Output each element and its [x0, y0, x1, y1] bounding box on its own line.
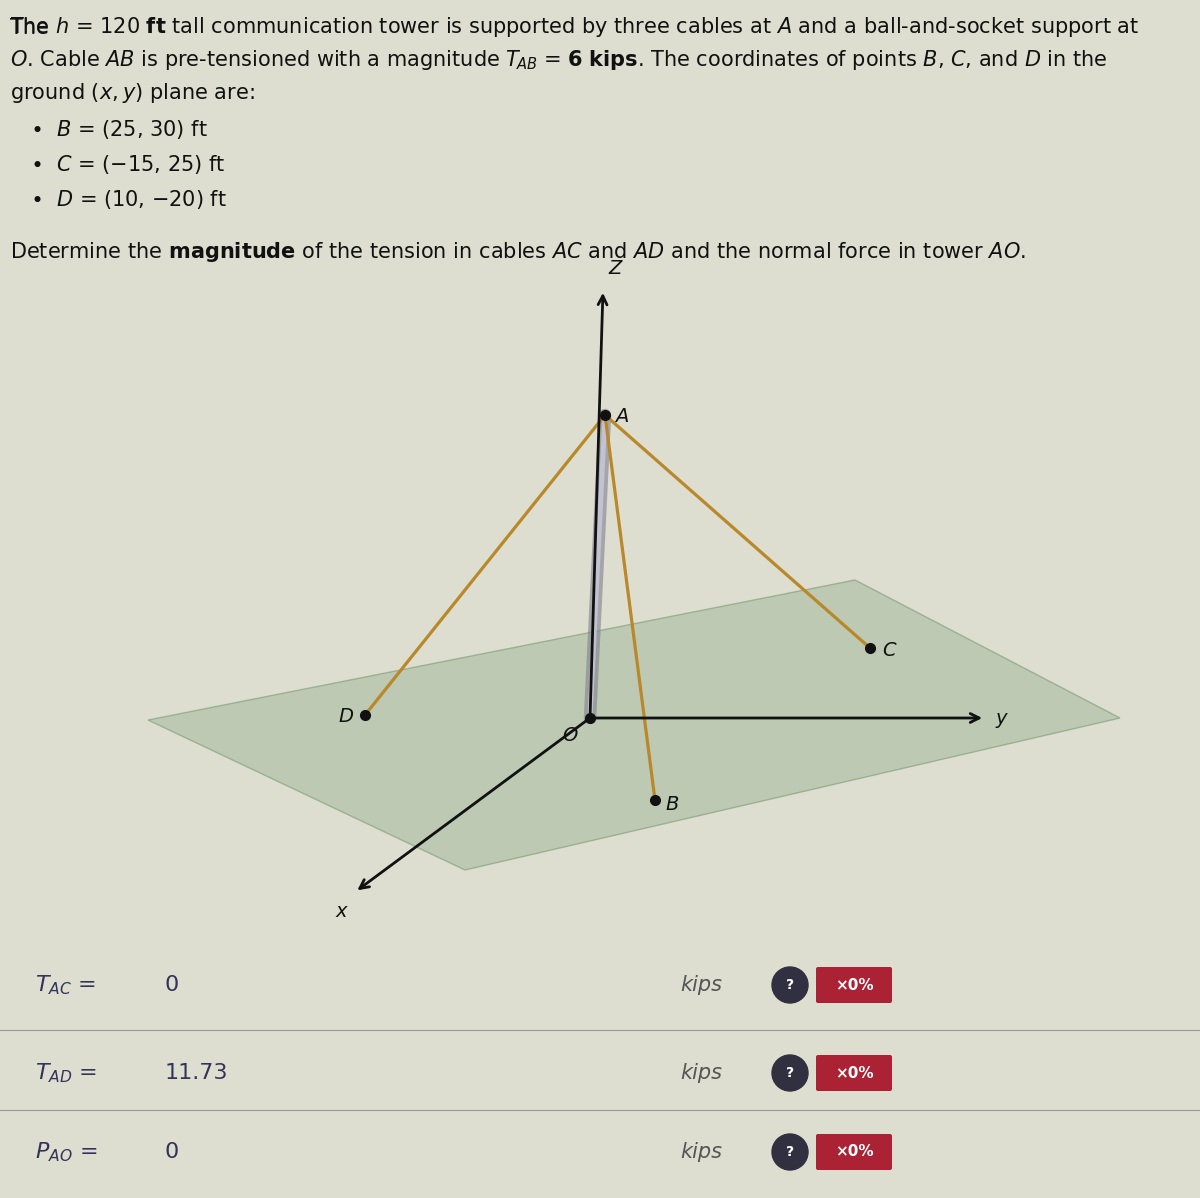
- Text: ?: ?: [786, 1066, 794, 1081]
- Text: $\it{O}$. Cable $\it{AB}$ is pre-tensioned with a magnitude $\it{T}_{\!\it{AB}}$: $\it{O}$. Cable $\it{AB}$ is pre-tension…: [10, 48, 1108, 72]
- Text: $T_{AD}$ =: $T_{AD}$ =: [35, 1061, 97, 1085]
- Text: ?: ?: [786, 978, 794, 992]
- Text: B: B: [665, 795, 678, 815]
- Circle shape: [772, 1055, 808, 1091]
- Text: $\bullet$  $\it{C}$ = (−15, 25) ft: $\bullet$ $\it{C}$ = (−15, 25) ft: [30, 153, 226, 176]
- Text: $\bullet$  $\it{D}$ = (10, −20) ft: $\bullet$ $\it{D}$ = (10, −20) ft: [30, 188, 227, 211]
- Text: kips: kips: [680, 1063, 722, 1083]
- Text: ×0%: ×0%: [835, 978, 874, 992]
- Text: ground $(\it{x}, \it{y})$ plane are:: ground $(\it{x}, \it{y})$ plane are:: [10, 81, 254, 105]
- FancyBboxPatch shape: [816, 1135, 892, 1170]
- Text: O: O: [563, 726, 578, 745]
- Text: The: The: [10, 18, 55, 38]
- Text: $T_{AC}$ =: $T_{AC}$ =: [35, 973, 96, 997]
- Text: kips: kips: [680, 975, 722, 996]
- Circle shape: [772, 1135, 808, 1170]
- Text: x: x: [336, 902, 347, 921]
- Text: ×0%: ×0%: [835, 1144, 874, 1160]
- FancyBboxPatch shape: [816, 1055, 892, 1091]
- Text: ×0%: ×0%: [835, 1065, 874, 1081]
- Text: kips: kips: [680, 1142, 722, 1162]
- Text: 0: 0: [166, 1142, 179, 1162]
- Text: $\bullet$  $\it{B}$ = (25, 30) ft: $\bullet$ $\it{B}$ = (25, 30) ft: [30, 117, 208, 141]
- Circle shape: [772, 967, 808, 1003]
- Text: A: A: [616, 407, 629, 426]
- Text: The $\it{h}$ = 120 $\mathbf{ft}$ tall communication tower is supported by three : The $\it{h}$ = 120 $\mathbf{ft}$ tall co…: [10, 16, 1139, 40]
- Text: ?: ?: [786, 1145, 794, 1158]
- FancyBboxPatch shape: [816, 967, 892, 1003]
- Text: $P_{AO}$ =: $P_{AO}$ =: [35, 1140, 97, 1163]
- Polygon shape: [148, 580, 1120, 870]
- Text: y: y: [995, 708, 1007, 727]
- Text: C: C: [882, 641, 895, 660]
- Text: 0: 0: [166, 975, 179, 996]
- Text: Z: Z: [608, 259, 622, 278]
- Text: 11.73: 11.73: [166, 1063, 228, 1083]
- Text: Determine the $\mathbf{magnitude}$ of the tension in cables $\it{AC}$ and $\it{A: Determine the $\mathbf{magnitude}$ of th…: [10, 240, 1026, 264]
- Text: D: D: [338, 708, 353, 726]
